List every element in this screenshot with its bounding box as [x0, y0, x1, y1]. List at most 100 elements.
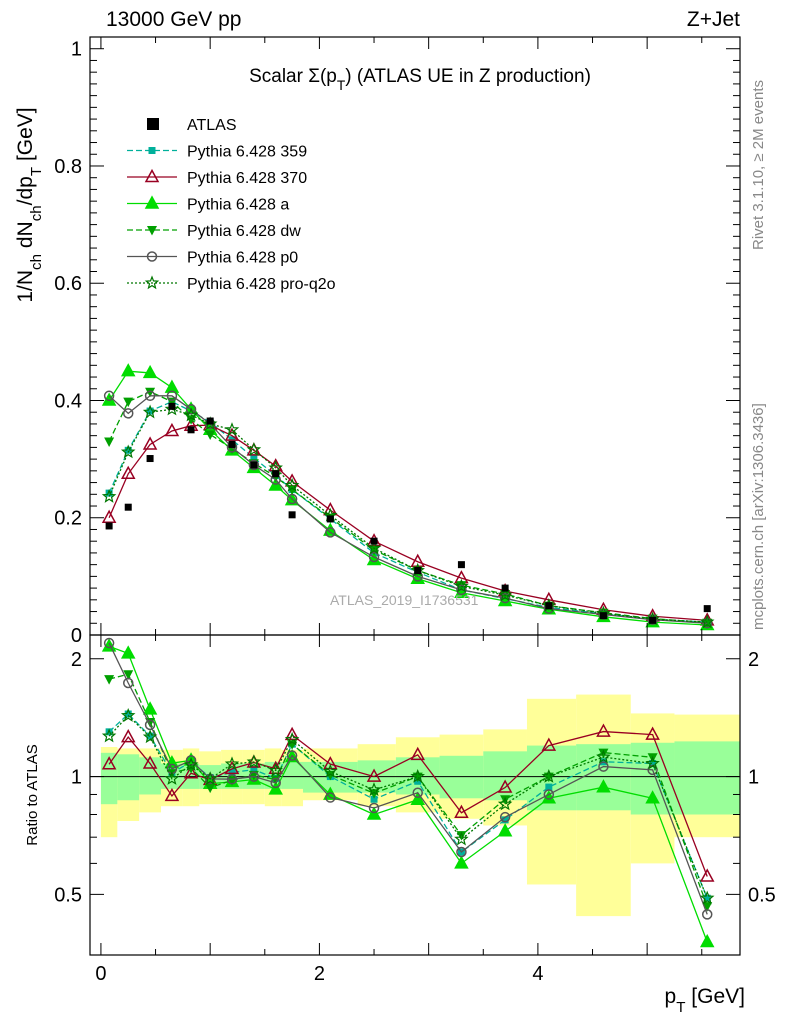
ratio-point-5 [366, 782, 382, 797]
ratio-point-1 [645, 726, 660, 740]
ratio-point-5 [410, 768, 425, 783]
legend-marker [146, 251, 158, 262]
y-tick-label: 0.8 [54, 156, 82, 178]
ratio-tick-label-right: 1 [748, 767, 759, 789]
series-point-1 [142, 436, 158, 450]
mcplots-label: mcplots.cern.ch [arXiv:1306.3436] [750, 403, 767, 630]
atlas-data-point [599, 612, 607, 620]
ratio-point-5 [246, 754, 262, 769]
atlas-data-point [501, 584, 509, 592]
ratio-point-5 [142, 729, 158, 744]
atlas-data-point [146, 455, 154, 463]
ratio-point-2 [268, 781, 283, 795]
series-point-5 [284, 477, 300, 492]
ratio-point-2 [410, 791, 425, 805]
ratio-point-5 [497, 796, 513, 811]
ratio-point-1 [120, 729, 136, 743]
x-tick-label: 2 [314, 963, 325, 985]
ratio-point-2 [366, 806, 382, 820]
series-point-5 [142, 404, 158, 419]
ratio-point-4 [144, 719, 156, 731]
atlas-data-point [124, 503, 132, 511]
atlas-data-point [250, 461, 258, 469]
series-point-4 [325, 527, 336, 538]
ratio-point-0 [105, 728, 113, 736]
ratio-point-5 [454, 831, 469, 846]
legend-marker [144, 275, 160, 290]
atlas-data-point [206, 417, 214, 425]
ratio-point-3 [104, 675, 115, 685]
ratio-point-5 [284, 731, 300, 746]
ratio-point-3 [500, 795, 511, 805]
axes: 0 2 400.20.40.60.810.5 0.51 12 2 [54, 36, 776, 985]
ratio-point-4 [456, 846, 467, 858]
atlas-data-point [703, 605, 711, 613]
ratio-point-5 [101, 728, 117, 743]
ratio-point-5 [164, 771, 180, 785]
ratio-point-5 [202, 771, 218, 786]
atlas-data-point [272, 470, 280, 478]
series-point-2 [454, 584, 469, 599]
ratio-point-4 [543, 789, 555, 800]
ratio-point-5 [645, 755, 660, 770]
series-point-4 [647, 614, 658, 626]
atlas-data-point [168, 402, 176, 410]
ratio-point-1 [183, 765, 199, 779]
ratio-point-4 [286, 750, 298, 761]
atlas-data-point [649, 616, 657, 624]
rivet-label: Rivet 3.1.10, ≥ 2M events [750, 80, 767, 250]
ratio-point-4 [122, 677, 134, 689]
y-tick-label: 0.4 [54, 390, 82, 412]
legend-marker [147, 226, 157, 236]
ratio-point-2 [699, 933, 715, 948]
series-point-5 [120, 444, 136, 459]
legend-label: Pythia 6.428 p0 [187, 250, 298, 267]
ratio-point-1 [596, 723, 611, 737]
series-point-3 [702, 618, 713, 629]
x-tick-label: 4 [532, 963, 543, 985]
legend-marker [148, 147, 156, 154]
series-point-3 [145, 387, 156, 398]
ratio-line-4 [108, 642, 708, 915]
stat-band-bin [100, 752, 118, 805]
series-line-0 [108, 400, 708, 623]
atlas-data-point [326, 515, 334, 523]
series-point-5 [183, 407, 199, 422]
series-point-2 [142, 364, 158, 379]
ratio-point-0 [703, 894, 711, 902]
y-axis-label: 1/Nch dNch/dpT [GeV] [14, 107, 45, 302]
series-point-4 [286, 493, 298, 505]
ratio-point-5 [183, 757, 199, 772]
legend: ATLAS Pythia 6.428 359 Pythia 6.428 370 Pyt… [127, 117, 336, 293]
ratio-point-4 [499, 811, 511, 823]
ratio-point-2 [645, 790, 660, 804]
ratio-point-1 [410, 746, 425, 761]
ratio-point-4 [270, 777, 281, 789]
ratio-point-1 [454, 804, 469, 818]
ratio-point-1 [541, 737, 557, 751]
series-point-3 [205, 430, 216, 440]
legend-label: ATLAS [187, 117, 237, 134]
ratio-point-2 [497, 823, 513, 837]
series-point-1 [120, 465, 136, 480]
series-point-5 [246, 442, 262, 456]
ratio-tick-label-left: 1 [71, 767, 82, 789]
series-point-5 [497, 587, 513, 602]
chart-title: Scalar Σ(pT) (ATLAS UE in Z production) [249, 66, 591, 93]
ratio-point-4 [103, 637, 115, 649]
ratio-point-1 [101, 756, 117, 770]
series-point-4 [248, 459, 260, 471]
ratio-point-4 [325, 792, 336, 803]
series-point-4 [499, 592, 511, 604]
atlas-data-point [545, 602, 553, 610]
ratio-point-0 [250, 766, 258, 774]
ratio-point-4 [412, 787, 423, 799]
series-point-5 [454, 578, 469, 593]
series-line-4 [108, 395, 708, 624]
y-tick-label: 1 [71, 39, 82, 61]
ratio-point-3 [123, 670, 134, 680]
series-point-0 [250, 454, 258, 462]
series-point-5 [164, 401, 180, 416]
ratio-point-0 [501, 816, 509, 824]
series-point-5 [699, 614, 715, 629]
